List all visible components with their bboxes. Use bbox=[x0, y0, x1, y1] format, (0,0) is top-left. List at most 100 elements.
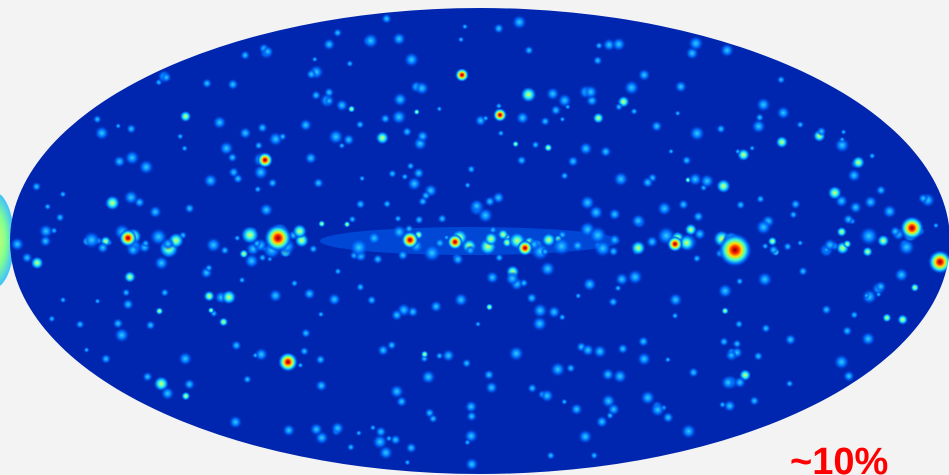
source bbox=[570, 403, 583, 416]
source bbox=[736, 200, 745, 209]
source bbox=[524, 46, 534, 56]
source bbox=[324, 87, 334, 97]
source bbox=[718, 233, 752, 267]
source bbox=[10, 237, 24, 251]
source bbox=[413, 167, 425, 179]
source bbox=[343, 134, 355, 146]
source bbox=[160, 288, 169, 297]
source bbox=[869, 152, 876, 159]
source bbox=[356, 283, 365, 292]
source bbox=[391, 109, 406, 124]
source bbox=[392, 32, 406, 46]
source bbox=[328, 293, 341, 306]
source bbox=[380, 114, 390, 124]
source bbox=[590, 451, 598, 459]
source bbox=[334, 268, 341, 275]
source bbox=[324, 96, 334, 106]
source bbox=[589, 205, 604, 220]
source bbox=[593, 56, 603, 66]
source bbox=[48, 315, 55, 322]
source bbox=[309, 245, 318, 254]
source bbox=[414, 109, 420, 115]
source bbox=[122, 298, 134, 310]
source bbox=[862, 247, 872, 257]
source bbox=[776, 136, 788, 148]
source bbox=[681, 424, 697, 440]
source bbox=[346, 60, 353, 67]
source bbox=[383, 200, 392, 209]
source bbox=[485, 381, 498, 394]
source bbox=[756, 219, 772, 235]
source bbox=[682, 156, 692, 166]
page: ~10% bbox=[0, 0, 949, 475]
source bbox=[581, 344, 594, 357]
source bbox=[512, 15, 527, 30]
source bbox=[388, 169, 397, 178]
source bbox=[735, 320, 744, 329]
source bbox=[331, 421, 345, 435]
source bbox=[550, 362, 566, 378]
source bbox=[404, 52, 419, 67]
source bbox=[776, 106, 790, 120]
source bbox=[790, 199, 800, 209]
source bbox=[777, 75, 786, 84]
source bbox=[447, 234, 463, 250]
source bbox=[608, 297, 618, 307]
source bbox=[540, 116, 550, 126]
source bbox=[101, 354, 111, 364]
source bbox=[571, 239, 584, 252]
annotation: ~10% bbox=[790, 440, 888, 475]
source bbox=[407, 162, 415, 170]
source bbox=[517, 240, 533, 256]
source bbox=[83, 231, 101, 249]
source bbox=[333, 28, 342, 37]
source bbox=[301, 328, 311, 338]
source bbox=[624, 80, 640, 96]
source bbox=[367, 295, 377, 305]
source bbox=[675, 110, 681, 116]
source bbox=[512, 141, 519, 148]
sky-map bbox=[0, 0, 949, 475]
source bbox=[662, 412, 674, 424]
source bbox=[323, 38, 335, 50]
source bbox=[689, 125, 705, 141]
source bbox=[312, 56, 318, 62]
source bbox=[719, 337, 729, 347]
source bbox=[105, 195, 120, 210]
source bbox=[231, 340, 242, 351]
source bbox=[615, 103, 623, 111]
source bbox=[657, 201, 672, 216]
source bbox=[546, 87, 560, 101]
source bbox=[376, 131, 389, 144]
source bbox=[220, 246, 229, 255]
source bbox=[465, 458, 478, 471]
source bbox=[734, 376, 746, 388]
source bbox=[749, 396, 759, 406]
source bbox=[693, 211, 704, 222]
source bbox=[356, 430, 362, 436]
source bbox=[642, 177, 654, 189]
source bbox=[279, 133, 287, 141]
source bbox=[768, 245, 778, 255]
source bbox=[789, 211, 797, 219]
source bbox=[578, 429, 592, 443]
source bbox=[257, 122, 268, 133]
source bbox=[59, 191, 66, 198]
source bbox=[565, 104, 571, 110]
source bbox=[60, 297, 67, 304]
source bbox=[877, 235, 889, 247]
source bbox=[430, 300, 442, 312]
source bbox=[161, 72, 171, 82]
source bbox=[617, 343, 628, 354]
source bbox=[550, 105, 561, 116]
source bbox=[177, 133, 184, 140]
source bbox=[113, 155, 126, 168]
source bbox=[630, 108, 638, 116]
source bbox=[595, 42, 603, 50]
source bbox=[119, 229, 137, 247]
source bbox=[486, 271, 499, 284]
source bbox=[482, 115, 488, 121]
source bbox=[600, 146, 612, 158]
source bbox=[254, 186, 261, 193]
source bbox=[203, 173, 218, 188]
